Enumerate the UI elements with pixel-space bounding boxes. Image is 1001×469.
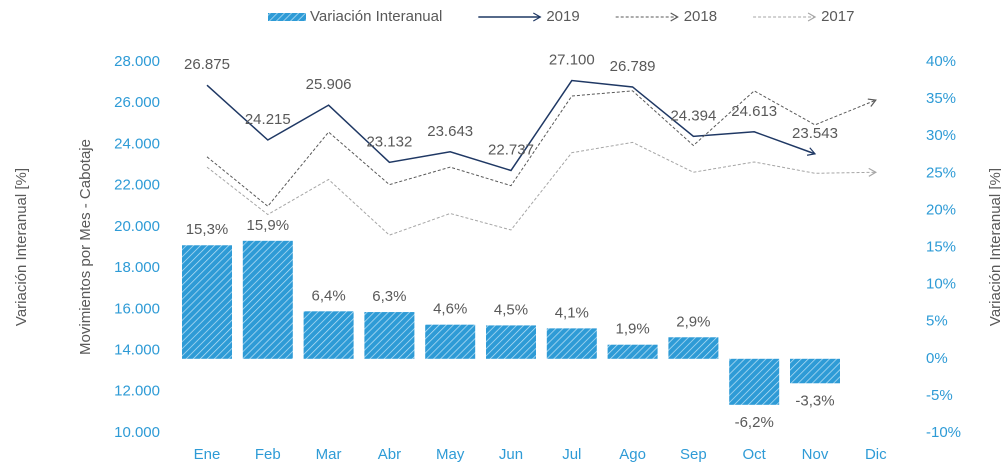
line bbox=[206, 90, 877, 207]
y-tick-label: 22.000 bbox=[114, 177, 160, 194]
y2-tick-label: 30% bbox=[926, 127, 956, 144]
bar bbox=[425, 324, 476, 359]
y2-tick-label: 15% bbox=[926, 238, 956, 255]
bar bbox=[242, 240, 293, 359]
data-label: 24.215 bbox=[245, 111, 291, 128]
x-tick-label: Abr bbox=[378, 446, 401, 463]
bar bbox=[790, 358, 840, 384]
x-tick-label: Mar bbox=[316, 446, 342, 463]
y2-tick-label: 35% bbox=[926, 90, 956, 107]
y2-tick-label: 0% bbox=[926, 350, 948, 367]
y-tick-label: 14.000 bbox=[114, 342, 160, 359]
y-tick-label: 20.000 bbox=[114, 218, 160, 235]
y-tick-label: 12.000 bbox=[114, 383, 160, 400]
x-tick-label: Ene bbox=[194, 446, 221, 463]
x-tick-label: Jul bbox=[562, 446, 581, 463]
legend-swatch bbox=[268, 13, 306, 21]
y-axis-title: Movimientos por Mes - Cabotaje bbox=[77, 139, 94, 355]
data-label: 4,6% bbox=[433, 301, 467, 318]
bar bbox=[546, 328, 597, 359]
y-tick-label: 18.000 bbox=[114, 259, 160, 276]
x-tick-label: Jun bbox=[499, 446, 523, 463]
y-tick-label: 16.000 bbox=[114, 300, 160, 317]
line bbox=[206, 141, 878, 236]
data-label: 24.394 bbox=[670, 107, 716, 124]
legend-label: 2018 bbox=[684, 8, 717, 25]
x-tick-label: Ago bbox=[619, 446, 646, 463]
y2-tick-label: 5% bbox=[926, 313, 948, 330]
bar bbox=[668, 337, 719, 359]
x-tick-label: Oct bbox=[743, 446, 767, 463]
data-label: 15,9% bbox=[247, 217, 290, 234]
x-tick-label: Nov bbox=[802, 446, 829, 463]
bar bbox=[607, 344, 658, 359]
data-label: 25.906 bbox=[306, 76, 352, 93]
data-label: 26.789 bbox=[610, 58, 656, 75]
bar bbox=[486, 325, 536, 359]
data-label: 27.100 bbox=[549, 52, 595, 69]
data-label: 6,4% bbox=[311, 287, 345, 304]
bar bbox=[182, 245, 232, 359]
y2-tick-label: 20% bbox=[926, 201, 956, 218]
y2-tick-label: -5% bbox=[926, 387, 953, 404]
y-tick-label: 28.000 bbox=[114, 53, 160, 70]
y-tick-label: 10.000 bbox=[114, 424, 160, 441]
data-label: -3,3% bbox=[795, 392, 834, 409]
data-label: 6,3% bbox=[372, 288, 406, 305]
data-label: 4,5% bbox=[494, 301, 528, 318]
bar bbox=[364, 312, 415, 359]
line bbox=[206, 79, 817, 172]
x-tick-label: Dic bbox=[865, 446, 887, 463]
y2-tick-label: 10% bbox=[926, 276, 956, 293]
data-label: 4,1% bbox=[555, 304, 589, 321]
legend-label: Variación Interanual bbox=[310, 8, 442, 25]
data-label: 26.875 bbox=[184, 56, 230, 73]
data-label: 23.643 bbox=[427, 123, 473, 140]
y2-tick-label: 25% bbox=[926, 164, 956, 181]
y-tick-label: 24.000 bbox=[114, 135, 160, 152]
x-tick-label: May bbox=[436, 446, 465, 463]
data-label: -6,2% bbox=[735, 414, 774, 431]
data-label: 1,9% bbox=[615, 321, 649, 338]
outer-axis-title: Variación Interanual [%] bbox=[13, 168, 30, 326]
y2-tick-label: -10% bbox=[926, 424, 961, 441]
y-tick-label: 26.000 bbox=[114, 94, 160, 111]
data-label: 24.613 bbox=[731, 103, 777, 120]
data-label: 15,3% bbox=[186, 221, 229, 238]
x-tick-label: Sep bbox=[680, 446, 707, 463]
legend-label: 2017 bbox=[821, 8, 854, 25]
bar bbox=[729, 358, 780, 405]
y2-axis-title: Variación Interanual [%] bbox=[987, 168, 1001, 326]
legend-label: 2019 bbox=[546, 8, 579, 25]
data-label: 23.543 bbox=[792, 125, 838, 142]
bar bbox=[303, 311, 354, 359]
x-tick-label: Feb bbox=[255, 446, 281, 463]
y2-tick-label: 40% bbox=[926, 53, 956, 70]
data-label: 22.737 bbox=[488, 141, 534, 158]
data-label: 23.132 bbox=[366, 133, 412, 150]
data-label: 2,9% bbox=[676, 313, 710, 330]
